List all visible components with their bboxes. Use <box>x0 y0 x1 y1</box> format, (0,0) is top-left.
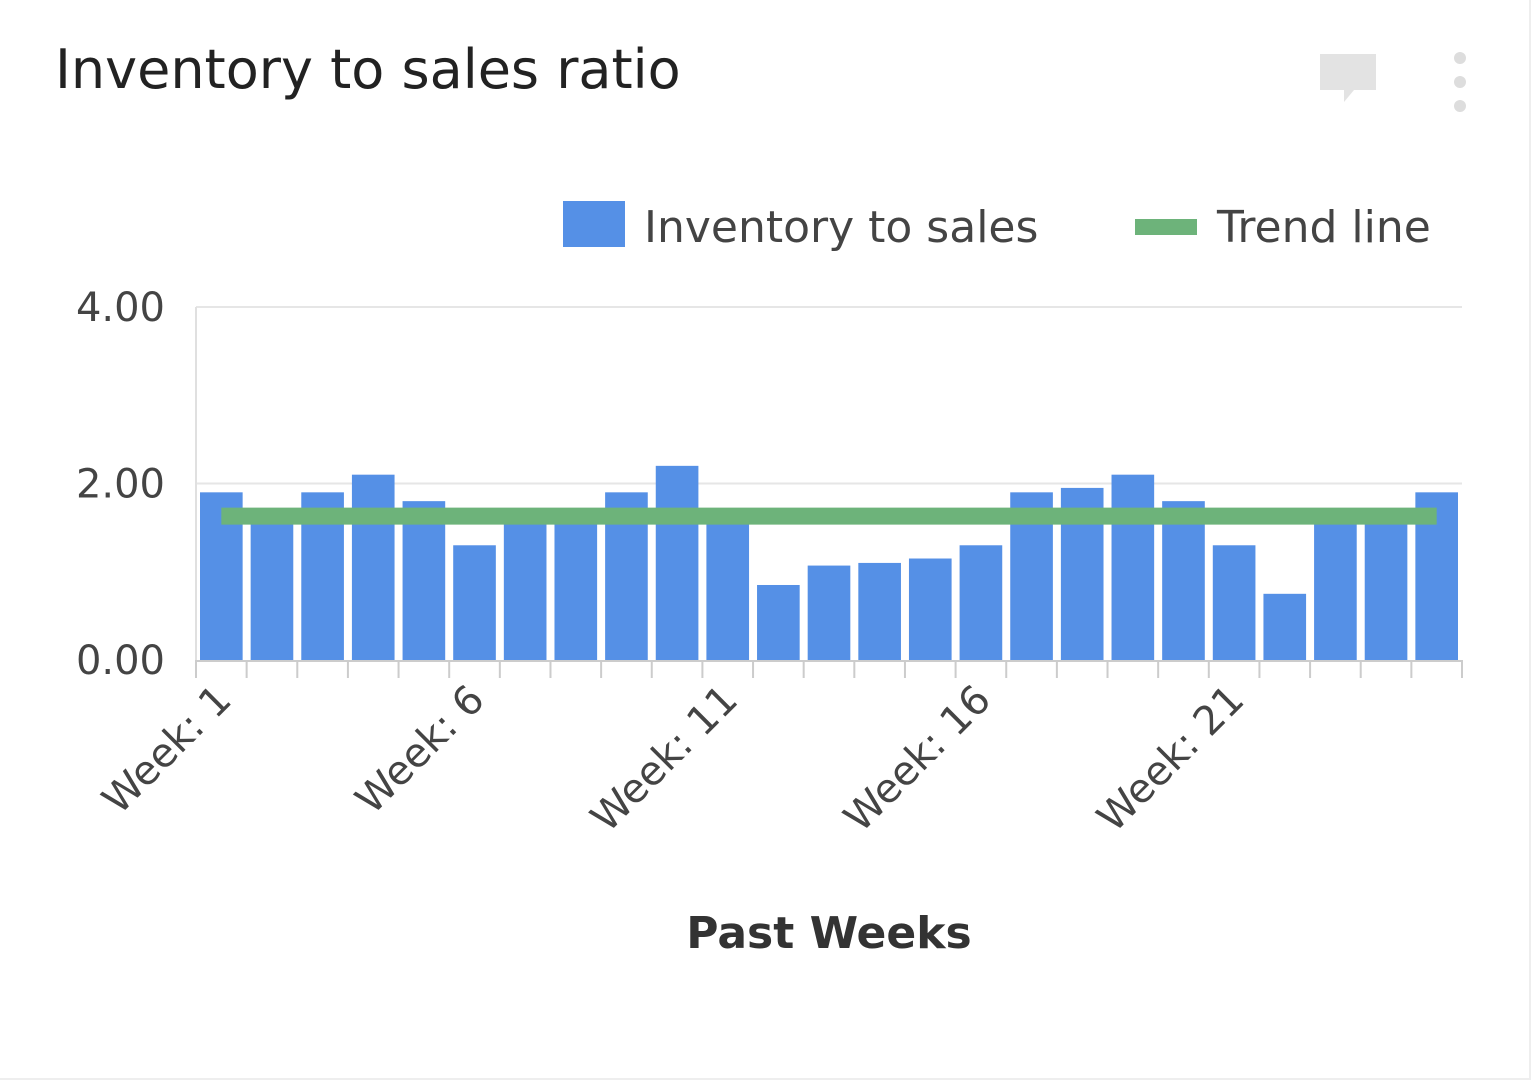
comment-icon[interactable] <box>1318 52 1378 108</box>
bar <box>1212 545 1256 660</box>
widget-title: Inventory to sales ratio <box>55 38 681 101</box>
bar <box>858 562 901 660</box>
bar <box>706 509 750 660</box>
x-tick-label: Week: 6 <box>347 677 494 824</box>
bar <box>503 509 547 660</box>
x-tick-label: Week: 21 <box>1089 677 1254 842</box>
bar <box>1162 501 1205 660</box>
bar <box>655 465 699 660</box>
x-axis-title: Past Weeks <box>686 908 971 959</box>
legend-swatch-line <box>1135 219 1197 235</box>
bar <box>807 565 851 660</box>
x-tick-label: Week: 1 <box>94 677 241 824</box>
bar <box>1111 474 1155 660</box>
legend-label: Inventory to sales <box>644 202 1038 253</box>
bar <box>757 584 800 660</box>
bar <box>453 545 496 660</box>
bar <box>554 509 598 660</box>
x-tick-label: Week: 11 <box>582 677 747 842</box>
bar <box>908 558 952 660</box>
x-tick-label: Week: 16 <box>835 677 1000 842</box>
legend-swatch-bar <box>563 201 625 247</box>
bar <box>959 545 1003 660</box>
bar <box>1263 593 1307 660</box>
y-tick-label: 2.00 <box>76 462 165 508</box>
bar <box>1364 509 1408 660</box>
bar <box>402 501 446 660</box>
legend-label: Trend line <box>1216 202 1431 253</box>
bar <box>250 509 294 660</box>
y-tick-label: 4.00 <box>76 285 165 331</box>
bar <box>351 474 395 660</box>
more-vertical-icon[interactable] <box>1448 50 1472 116</box>
bar <box>1314 509 1357 660</box>
y-tick-label: 0.00 <box>76 638 165 684</box>
